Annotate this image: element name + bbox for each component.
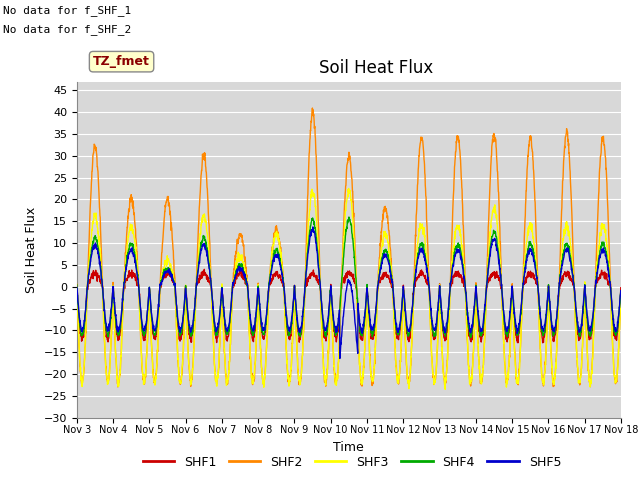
Legend: SHF1, SHF2, SHF3, SHF4, SHF5: SHF1, SHF2, SHF3, SHF4, SHF5 — [138, 451, 566, 474]
Text: No data for f_SHF_2: No data for f_SHF_2 — [3, 24, 131, 35]
Y-axis label: Soil Heat Flux: Soil Heat Flux — [25, 206, 38, 293]
Title: Soil Heat Flux: Soil Heat Flux — [319, 59, 433, 77]
X-axis label: Time: Time — [333, 441, 364, 454]
Text: TZ_fmet: TZ_fmet — [93, 55, 150, 68]
Text: No data for f_SHF_1: No data for f_SHF_1 — [3, 5, 131, 16]
